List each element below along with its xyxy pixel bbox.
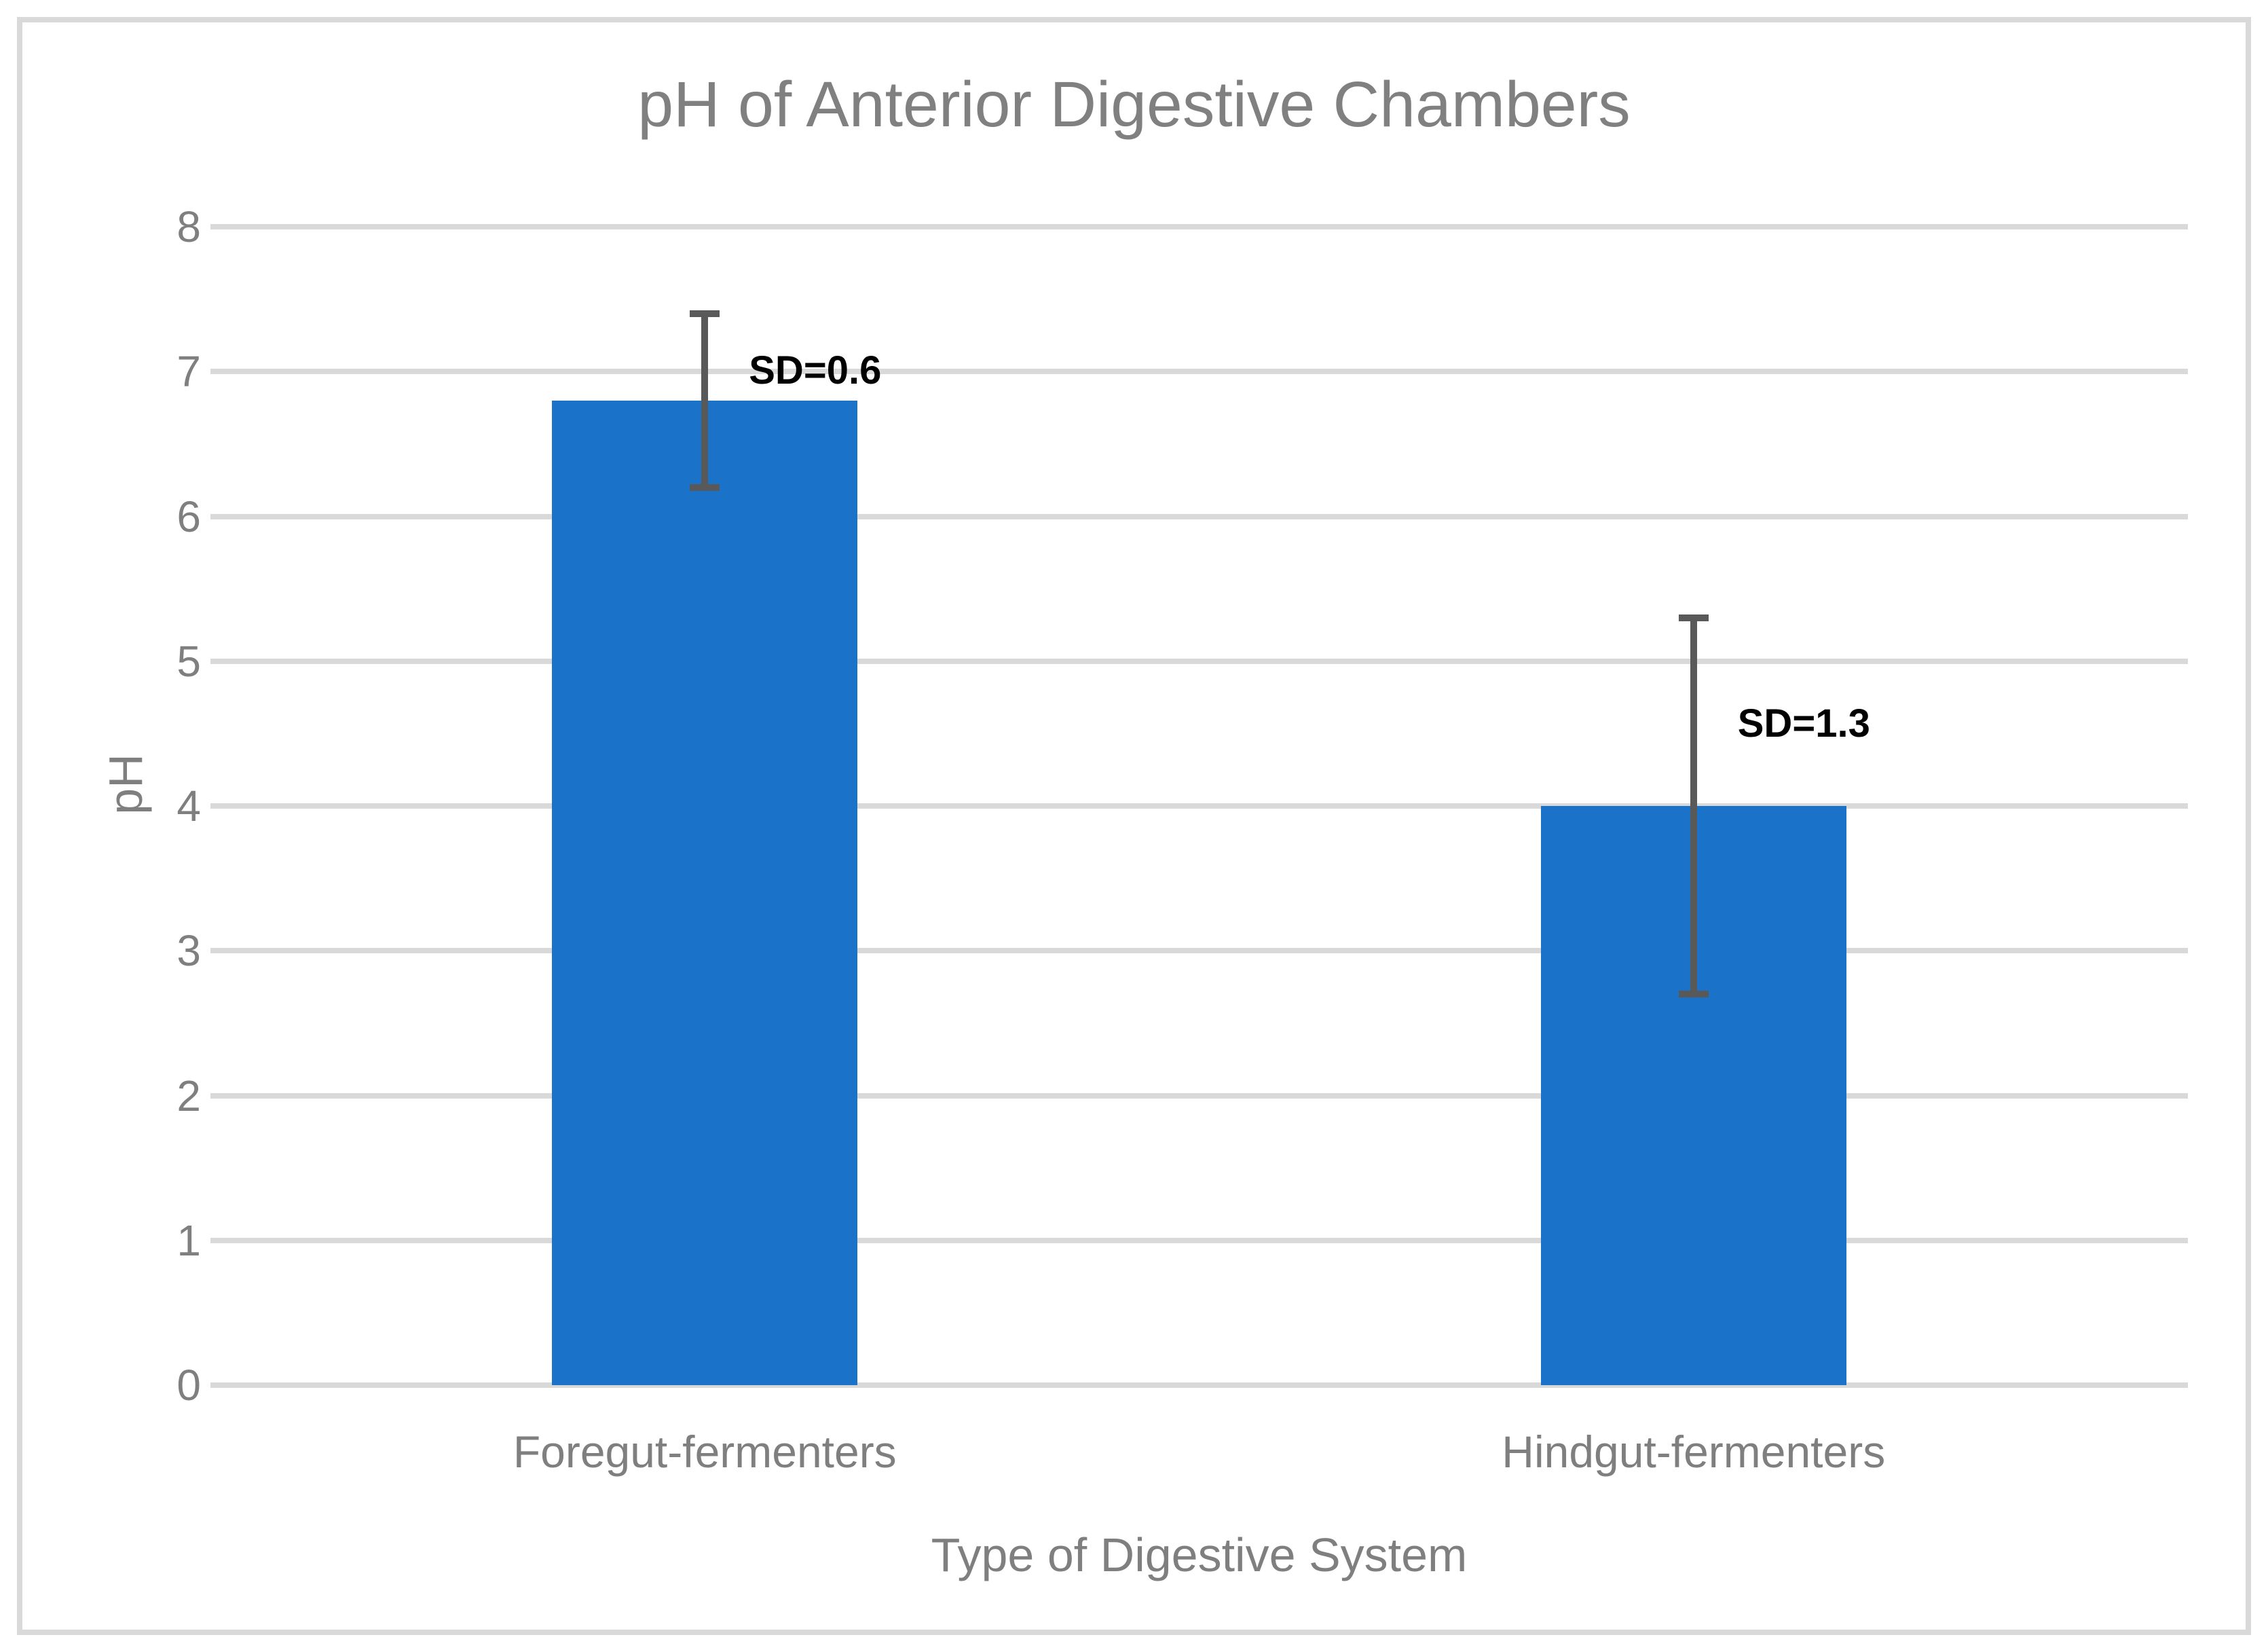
bar-foregut-fermenters (552, 400, 858, 1385)
gridline-y-8 (210, 224, 2188, 230)
chart-outer-frame (17, 17, 2251, 1635)
gridline-y-0 (210, 1382, 2188, 1388)
y-tick-label-2: 2 (176, 1071, 201, 1120)
error-bar-cap-top (690, 310, 720, 317)
error-bar-cap-bottom (690, 483, 720, 491)
gridline-y-7 (210, 369, 2188, 375)
sd-annotation-1: SD=0.6 (749, 348, 882, 392)
y-axis-title: pH (99, 754, 152, 815)
error-bar-line (1690, 617, 1697, 995)
y-tick-label-6: 6 (176, 492, 201, 541)
x-category-label-2: Hindgut-fermenters (1502, 1427, 1886, 1477)
x-axis-title: Type of Digestive System (931, 1528, 1468, 1581)
y-tick-label-1: 1 (176, 1215, 201, 1265)
y-tick-label-3: 3 (176, 926, 201, 976)
gridline-y-4 (210, 803, 2188, 809)
error-bar-cap-top (1678, 614, 1709, 621)
y-tick-label-5: 5 (176, 636, 201, 686)
gridline-y-5 (210, 658, 2188, 664)
error-bar-cap-bottom (1678, 991, 1709, 998)
gridline-y-1 (210, 1237, 2188, 1243)
y-tick-label-4: 4 (176, 782, 201, 830)
chart-title: pH of Anterior Digestive Chambers (637, 69, 1631, 141)
gridline-y-6 (210, 513, 2188, 519)
x-category-label-1: Foregut-fermenters (513, 1427, 897, 1477)
y-tick-label-0: 0 (176, 1361, 201, 1410)
error-bar-line (701, 313, 709, 488)
sd-annotation-2: SD=1.3 (1737, 701, 1870, 746)
gridline-y-2 (210, 1093, 2188, 1099)
gridline-y-3 (210, 948, 2188, 954)
y-tick-label-7: 7 (176, 347, 201, 397)
y-tick-label-8: 8 (176, 202, 201, 251)
